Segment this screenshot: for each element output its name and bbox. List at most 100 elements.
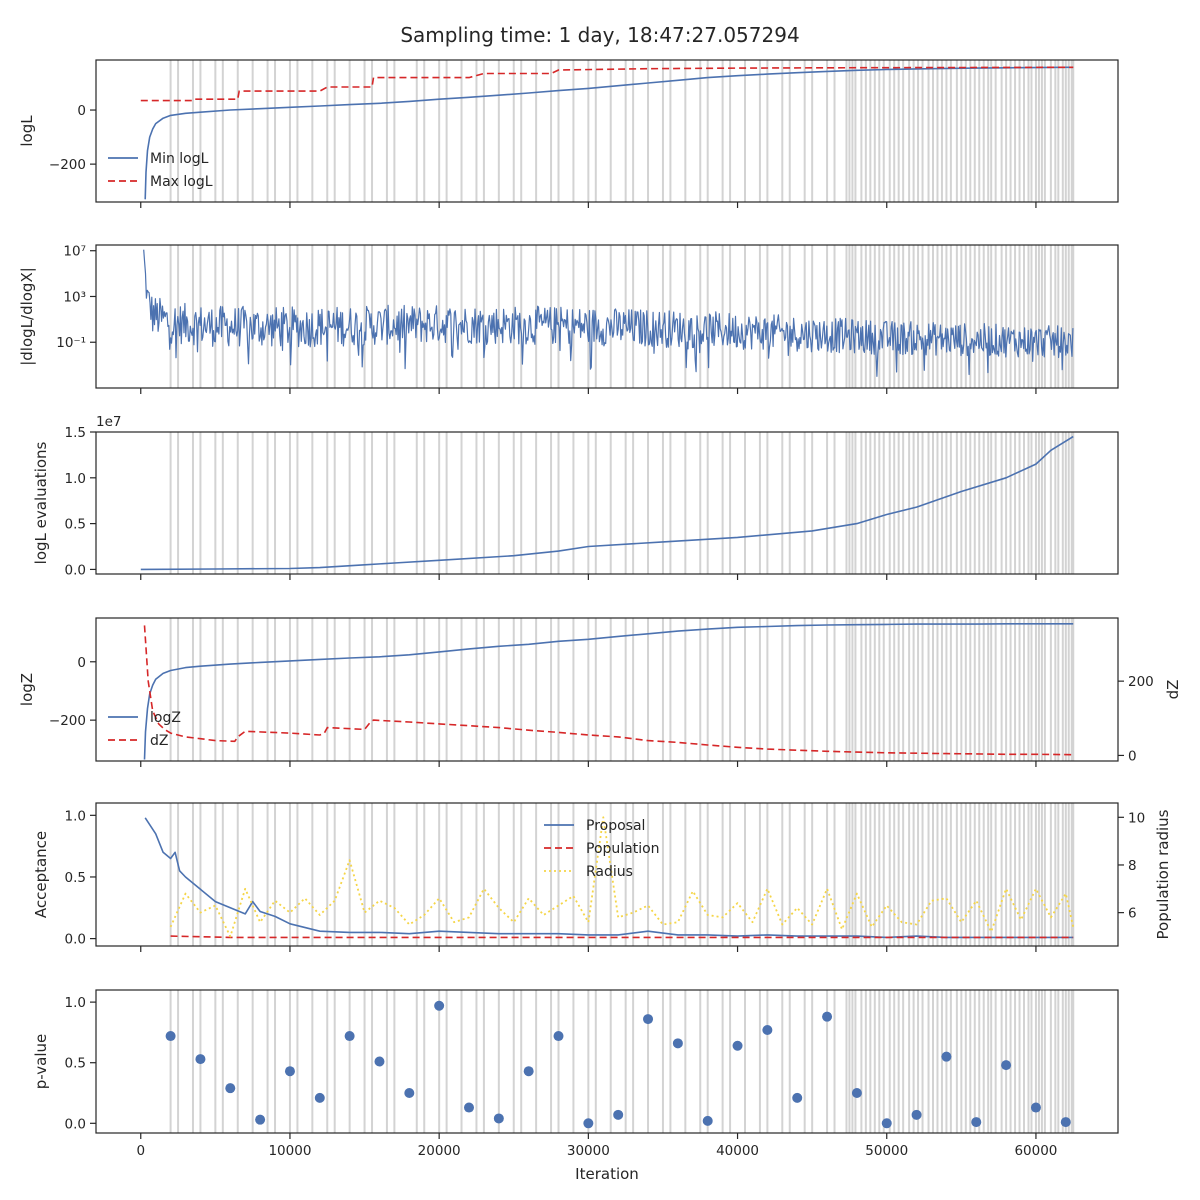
scatter-point [762, 1024, 773, 1035]
y-right-axis-label: Population radius [1154, 809, 1172, 939]
scatter-point [1030, 1102, 1041, 1113]
x-tick-label: 0 [136, 1143, 145, 1159]
figure-title: Sampling time: 1 day, 18:47:27.057294 [400, 23, 799, 47]
y-axis-label: p-value [32, 1034, 50, 1090]
panel-dlogl: 10⁷ 10³ 10⁻¹ |dlogL/dlogX| [18, 244, 1119, 394]
scatter-point [851, 1088, 862, 1099]
scatter-point [792, 1092, 803, 1103]
series-line [143, 622, 1074, 760]
scatter-point [822, 1011, 833, 1022]
axes-frame [95, 59, 1119, 203]
panel-logl: 0 −200 logL Min logL Max logL [18, 59, 1119, 208]
y-tick-label: 1.0 [65, 995, 86, 1011]
x-tick-label: 30000 [567, 1143, 610, 1159]
scatter-point [523, 1066, 534, 1077]
y-tick-label: 1.5 [65, 425, 86, 441]
legend-label: Population [586, 841, 660, 857]
scatter-point [255, 1114, 266, 1125]
y-tick-label: −200 [49, 713, 86, 729]
axes-frame [95, 989, 1119, 1134]
y-tick-label: 1.0 [65, 471, 86, 487]
y-tick-label: 0.0 [65, 562, 86, 578]
x-tick-label: 10000 [268, 1143, 311, 1159]
y-tick-label: 0.5 [65, 870, 86, 886]
scatter-point [911, 1109, 922, 1120]
scatter-point [463, 1102, 474, 1113]
series-line [140, 435, 1074, 571]
legend-label: Radius [586, 864, 633, 880]
y-tick-label: 10⁷ [63, 244, 86, 260]
y-right-tick-label: 8 [1128, 858, 1137, 874]
y-tick-label: 0.0 [65, 1116, 86, 1132]
legend-label: Proposal [586, 818, 645, 834]
y-right-tick-label: 0 [1128, 748, 1137, 764]
y-tick-label: 0 [77, 655, 86, 671]
axes-frame [95, 431, 1119, 575]
legend-label: Min logL [150, 151, 209, 167]
panel-logz: 0 −200 200 0 logZ dZ logZ dZ [18, 617, 1182, 767]
legend-label: dZ [150, 733, 168, 749]
y-tick-label: 10⁻¹ [56, 335, 86, 351]
y-tick-label: −200 [49, 157, 86, 173]
y-axis-label: Acceptance [32, 831, 50, 918]
y-right-tick-label: 10 [1128, 810, 1145, 826]
scatter-point [881, 1118, 892, 1129]
scatter-point [434, 1000, 445, 1011]
series-line [143, 625, 1074, 756]
scatter-point [672, 1038, 683, 1049]
scatter-point [404, 1088, 415, 1099]
y-tick-label: 0 [77, 103, 86, 119]
scatter-point [613, 1109, 624, 1120]
y-right-axis-label: dZ [1164, 680, 1182, 700]
panel-pvalue: 0 10000 20000 30000 40000 50000 60000 0.0 0.5 1.0… [32, 989, 1119, 1183]
y-right-tick-label: 200 [1128, 674, 1154, 690]
scatter-point [732, 1040, 743, 1051]
y-axis-label: logZ [18, 673, 36, 706]
scatter-point [374, 1056, 385, 1067]
series-line [143, 249, 1074, 377]
x-axis-label: Iteration [575, 1165, 639, 1183]
scatter-point [1001, 1060, 1012, 1071]
scatter-point [314, 1092, 325, 1103]
y-axis-label: logL [18, 115, 36, 147]
scatter-point [553, 1031, 564, 1042]
x-tick-label: 60000 [1014, 1143, 1057, 1159]
scatter-point [971, 1117, 982, 1128]
series-line [144, 66, 1074, 200]
y-tick-label: 0.0 [65, 932, 86, 948]
x-tick-label: 50000 [865, 1143, 908, 1159]
panels-group: 0 −200 logL Min logL Max logL 10⁷ 10³ 10⁻¹ |dlog… [18, 59, 1182, 1183]
series-line [144, 817, 1074, 939]
legend-label: logZ [150, 710, 181, 726]
y-axis-label: logL evaluations [32, 441, 50, 564]
panel-acceptance: 0.0 0.5 1.0 6 8 10 Acceptance Population radius… [32, 802, 1172, 952]
y-tick-label: 1.0 [65, 808, 86, 824]
x-tick-label: 40000 [716, 1143, 759, 1159]
scatter-point [493, 1113, 504, 1124]
scatter-point [941, 1051, 952, 1062]
scatter-point [702, 1115, 713, 1126]
scatter-point [225, 1083, 236, 1094]
scatter-point [195, 1054, 206, 1065]
scatter-point [165, 1031, 176, 1042]
y-tick-label: 0.5 [65, 1056, 86, 1072]
scatter-point [583, 1118, 594, 1129]
scatter-point [344, 1031, 355, 1042]
series-line [140, 66, 1074, 102]
scatter-point [643, 1014, 654, 1025]
axes-frame [95, 617, 1119, 762]
y-right-tick-label: 6 [1128, 906, 1137, 922]
y-tick-label: 10³ [63, 289, 86, 305]
series-line [170, 935, 1074, 939]
scatter-point [284, 1066, 295, 1077]
scatter-point [1060, 1117, 1071, 1128]
axes-frame [95, 802, 1119, 947]
x-tick-label: 20000 [418, 1143, 461, 1159]
panel-logl-evaluations: 0.0 0.5 1.0 1.5 1e7 logL evaluations [32, 414, 1119, 580]
legend-label: Max logL [150, 174, 213, 190]
y-tick-label: 0.5 [65, 517, 86, 533]
axes-frame [95, 244, 1119, 389]
offset-label: 1e7 [96, 414, 121, 430]
y-axis-label: |dlogL/dlogX| [18, 267, 36, 366]
